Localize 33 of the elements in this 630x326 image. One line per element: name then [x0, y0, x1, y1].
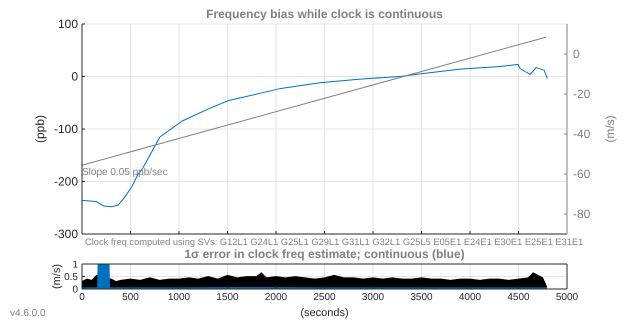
- text: Clock freq computed using SVs: G12L1 G24L1 G25L1 G29L1 G31L1 G32L1 G25L5 E05E1 E24E1 E30E1 E25E1 E31E1: [85, 237, 584, 247]
- y-tick-label: 0: [72, 284, 78, 296]
- x-tick-label: 5000: [556, 292, 579, 303]
- text: v4.6.0.0: [10, 308, 46, 319]
- line-series: [82, 64, 548, 208]
- x-tick-label: 500: [122, 292, 140, 303]
- x-tick-label: 3500: [410, 292, 434, 303]
- y-tick-label: -300: [54, 227, 78, 242]
- y2-tick-label: -20: [573, 87, 591, 102]
- x-tick-label: 0: [79, 292, 86, 303]
- y-axis-title: (m/s): [51, 264, 63, 290]
- y-axis-title: (ppb): [33, 114, 47, 144]
- y-tick-label: 0: [71, 70, 78, 84]
- x-axis-title: (seconds): [300, 307, 349, 319]
- x-tick-label: 1000: [168, 292, 191, 303]
- y2-tick-label: -40: [573, 127, 591, 142]
- x-tick-label: 4500: [507, 292, 530, 303]
- chart-title: 1σ error in clock freq estimate; continuous (blue): [184, 247, 465, 261]
- x-tick-label: 2500: [313, 292, 336, 303]
- chart-title: Frequency bias while clock is continuous: [206, 7, 444, 21]
- x-tick-label: 3000: [362, 292, 385, 303]
- y-tick-label: -200: [54, 174, 78, 189]
- x-tick-label: 4000: [458, 292, 482, 303]
- x-tick-label: 2000: [264, 292, 288, 303]
- y-tick-label: 0.5: [64, 272, 78, 283]
- y-tick-label: -100: [54, 122, 78, 136]
- y2-tick-label: -60: [573, 167, 591, 182]
- y-tick-label: 1: [72, 260, 78, 270]
- x-tick-label: 1500: [216, 292, 240, 303]
- y2-axis-title: (m/s): [603, 115, 617, 143]
- y-tick-label: 100: [58, 17, 78, 32]
- y2-tick-label: -80: [573, 207, 591, 222]
- y2-tick-label: 0: [573, 47, 580, 62]
